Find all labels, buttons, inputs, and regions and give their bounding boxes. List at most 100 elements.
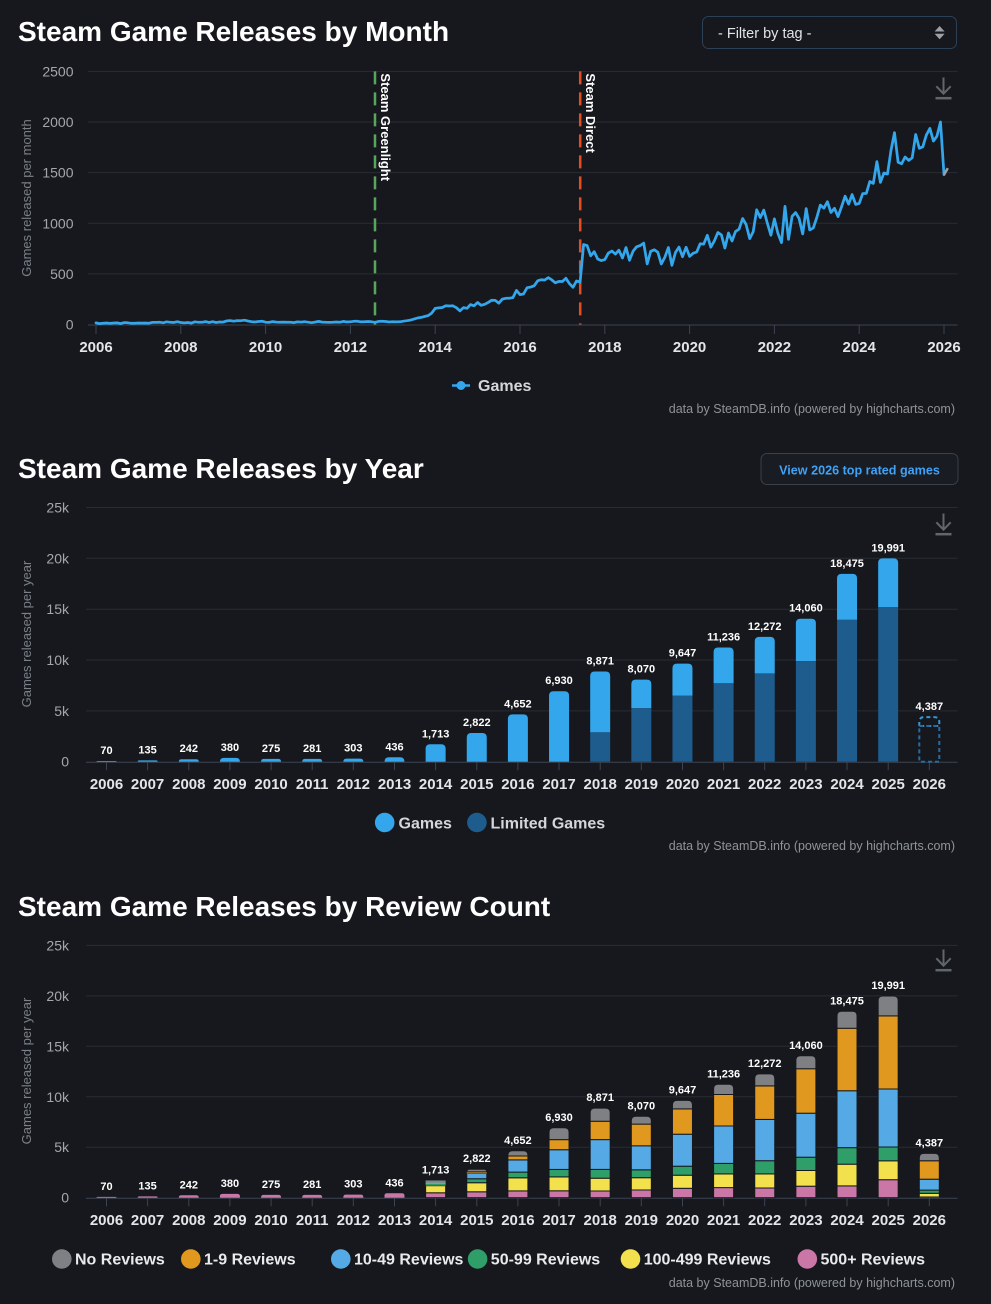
- svg-text:2022: 2022: [748, 776, 781, 793]
- svg-text:11,236: 11,236: [707, 1068, 740, 1080]
- svg-text:15k: 15k: [46, 1038, 70, 1054]
- svg-text:436: 436: [385, 741, 403, 753]
- svg-text:2018: 2018: [584, 1212, 617, 1229]
- svg-text:6,930: 6,930: [545, 1112, 573, 1124]
- svg-text:data by SteamDB.info (powered: data by SteamDB.info (powered by highcha…: [669, 1276, 955, 1290]
- svg-text:19,991: 19,991: [871, 542, 905, 554]
- svg-text:2,822: 2,822: [463, 1153, 491, 1165]
- svg-text:2019: 2019: [625, 776, 658, 793]
- svg-text:2006: 2006: [79, 339, 112, 356]
- svg-text:2025: 2025: [872, 776, 905, 793]
- svg-text:2010: 2010: [254, 1212, 287, 1229]
- svg-text:8,871: 8,871: [586, 656, 614, 668]
- svg-text:281: 281: [303, 1179, 321, 1191]
- svg-text:2018: 2018: [588, 339, 621, 356]
- svg-text:5k: 5k: [54, 1139, 70, 1155]
- svg-text:2008: 2008: [172, 776, 205, 793]
- svg-text:Games released per month: Games released per month: [19, 119, 34, 277]
- svg-text:70: 70: [100, 1181, 112, 1193]
- svg-text:19,991: 19,991: [871, 980, 905, 992]
- svg-text:380: 380: [221, 1178, 239, 1190]
- svg-text:2017: 2017: [542, 776, 575, 793]
- svg-text:2023: 2023: [789, 1212, 822, 1229]
- svg-text:10-49 Reviews: 10-49 Reviews: [354, 1252, 464, 1269]
- svg-text:500+ Reviews: 500+ Reviews: [821, 1252, 926, 1269]
- svg-text:2022: 2022: [758, 339, 791, 356]
- svg-text:15k: 15k: [46, 601, 70, 617]
- svg-text:4,387: 4,387: [916, 701, 944, 713]
- svg-text:8,871: 8,871: [586, 1092, 614, 1104]
- svg-text:303: 303: [344, 743, 362, 755]
- svg-text:2019: 2019: [625, 1212, 658, 1229]
- svg-text:2006: 2006: [90, 776, 123, 793]
- svg-text:14,060: 14,060: [789, 603, 823, 615]
- svg-text:2016: 2016: [501, 1212, 534, 1229]
- svg-text:10k: 10k: [46, 1089, 70, 1105]
- svg-text:281: 281: [303, 743, 321, 755]
- svg-text:25k: 25k: [46, 937, 70, 953]
- svg-text:2008: 2008: [172, 1212, 205, 1229]
- svg-text:135: 135: [138, 1180, 156, 1192]
- svg-text:18,475: 18,475: [830, 995, 864, 1007]
- svg-text:12,272: 12,272: [748, 1058, 782, 1070]
- svg-text:25k: 25k: [46, 500, 70, 516]
- svg-text:2009: 2009: [213, 776, 246, 793]
- svg-text:2013: 2013: [378, 776, 411, 793]
- svg-text:2014: 2014: [419, 1212, 453, 1229]
- svg-text:Steam Game Releases by Year: Steam Game Releases by Year: [18, 453, 424, 484]
- svg-text:Games: Games: [478, 378, 531, 395]
- svg-text:2012: 2012: [337, 776, 370, 793]
- svg-text:4,652: 4,652: [504, 1135, 532, 1147]
- svg-text:242: 242: [180, 1179, 198, 1191]
- svg-text:Limited Games: Limited Games: [491, 816, 606, 833]
- svg-text:2006: 2006: [90, 1212, 123, 1229]
- svg-text:2011: 2011: [296, 776, 329, 793]
- svg-text:2015: 2015: [460, 776, 493, 793]
- svg-text:0: 0: [61, 754, 69, 770]
- svg-text:18,475: 18,475: [830, 558, 864, 570]
- svg-text:0: 0: [66, 317, 74, 333]
- svg-text:20k: 20k: [46, 988, 70, 1004]
- svg-text:2012: 2012: [337, 1212, 370, 1229]
- svg-text:data by SteamDB.info (powered: data by SteamDB.info (powered by highcha…: [669, 402, 955, 416]
- svg-text:242: 242: [180, 743, 198, 755]
- svg-text:5k: 5k: [54, 703, 70, 719]
- svg-text:9,647: 9,647: [669, 1084, 697, 1096]
- svg-text:2024: 2024: [830, 776, 864, 793]
- svg-text:- Filter by tag -: - Filter by tag -: [718, 26, 812, 42]
- svg-text:2024: 2024: [830, 1212, 864, 1229]
- svg-text:0: 0: [61, 1190, 69, 1206]
- svg-text:2026: 2026: [913, 1212, 946, 1229]
- svg-text:2013: 2013: [378, 1212, 411, 1229]
- svg-text:Games: Games: [399, 816, 452, 833]
- svg-text:2500: 2500: [42, 63, 73, 79]
- svg-text:2015: 2015: [460, 1212, 493, 1229]
- svg-text:2018: 2018: [584, 776, 617, 793]
- svg-text:135: 135: [138, 744, 156, 756]
- svg-text:2021: 2021: [707, 776, 740, 793]
- svg-text:436: 436: [385, 1177, 403, 1189]
- svg-text:2020: 2020: [666, 1212, 699, 1229]
- svg-text:20k: 20k: [46, 550, 70, 566]
- svg-text:50-99 Reviews: 50-99 Reviews: [491, 1252, 601, 1269]
- svg-text:2000: 2000: [42, 114, 73, 130]
- svg-text:2010: 2010: [249, 339, 282, 356]
- svg-text:1000: 1000: [42, 215, 73, 231]
- svg-text:12,272: 12,272: [748, 621, 782, 633]
- svg-text:2020: 2020: [666, 776, 699, 793]
- svg-text:303: 303: [344, 1179, 362, 1191]
- svg-text:2011: 2011: [296, 1212, 329, 1229]
- svg-text:2014: 2014: [419, 339, 453, 356]
- svg-text:2,822: 2,822: [463, 717, 491, 729]
- svg-text:380: 380: [221, 742, 239, 754]
- svg-text:275: 275: [262, 1179, 280, 1191]
- svg-text:2021: 2021: [707, 1212, 740, 1229]
- svg-text:2025: 2025: [872, 1212, 905, 1229]
- svg-text:1,713: 1,713: [422, 1164, 450, 1176]
- svg-text:1,713: 1,713: [422, 728, 450, 740]
- svg-text:2014: 2014: [419, 776, 453, 793]
- svg-text:275: 275: [262, 743, 280, 755]
- svg-text:4,387: 4,387: [916, 1137, 944, 1149]
- svg-text:2009: 2009: [213, 1212, 246, 1229]
- svg-text:2024: 2024: [843, 339, 877, 356]
